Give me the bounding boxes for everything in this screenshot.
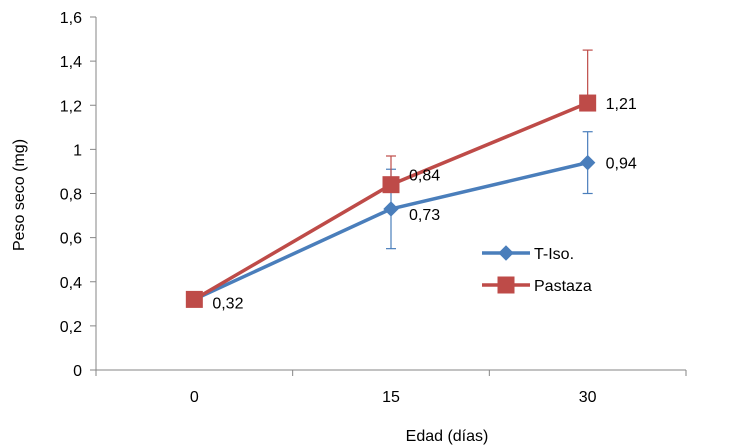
y-tick-label: 1,6 <box>60 10 82 27</box>
legend-marker <box>498 245 514 261</box>
y-tick-label: 1,4 <box>60 54 82 71</box>
y-tick-label: 1 <box>73 142 82 159</box>
y-tick-label: 0,6 <box>60 231 82 248</box>
y-tick-label: 0,2 <box>60 319 82 336</box>
data-label: 0,32 <box>212 295 243 312</box>
y-tick-label: 1,2 <box>60 98 82 115</box>
y-tick-label: 0,4 <box>60 275 82 292</box>
data-point <box>579 154 596 171</box>
x-tick-label: 15 <box>382 389 400 406</box>
y-tick-label: 0,8 <box>60 187 82 204</box>
data-point <box>185 290 203 308</box>
y-axis-ticks: 0 0,2 0,4 0,6 0,8 1 1,2 1,4 1,6 <box>60 10 96 380</box>
data-label: 0,94 <box>606 156 637 173</box>
data-labels: 0,32 0,73 0,94 0,84 1,21 <box>212 96 637 312</box>
x-axis-ticks: 0 15 30 <box>95 370 687 406</box>
data-point <box>383 201 399 217</box>
data-label: 0,84 <box>409 168 440 185</box>
x-tick-label: 30 <box>579 389 597 406</box>
data-label: 1,21 <box>606 96 637 113</box>
series-markers <box>185 94 597 308</box>
data-label: 0,73 <box>409 207 440 224</box>
legend: T-Iso. Pastaza <box>482 245 592 295</box>
data-point <box>579 94 597 112</box>
legend-marker <box>497 276 515 294</box>
y-tick-label: 0 <box>73 363 82 380</box>
x-tick-label: 0 <box>190 389 199 406</box>
legend-label: Pastaza <box>534 278 592 295</box>
data-point <box>382 176 400 194</box>
x-axis-title: Edad (días) <box>406 428 489 445</box>
y-axis-title: Peso seco (mg) <box>11 139 28 251</box>
legend-label: T-Iso. <box>534 246 574 263</box>
